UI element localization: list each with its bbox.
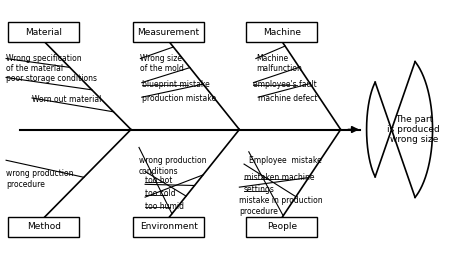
Text: too hot: too hot bbox=[145, 176, 173, 185]
Text: Employee  mistake: Employee mistake bbox=[249, 156, 321, 166]
Text: Wrong specification
of the material: Wrong specification of the material bbox=[6, 54, 82, 73]
Text: production mistake: production mistake bbox=[142, 94, 216, 103]
Text: wrong production
procedure: wrong production procedure bbox=[6, 169, 73, 189]
Text: Environment: Environment bbox=[140, 222, 198, 231]
Text: mistaken machine: mistaken machine bbox=[244, 173, 315, 182]
Text: Machine
malfunction: Machine malfunction bbox=[256, 54, 302, 73]
Text: settings: settings bbox=[244, 185, 275, 194]
Text: The part
is produced
wrong size: The part is produced wrong size bbox=[387, 114, 440, 145]
FancyBboxPatch shape bbox=[9, 217, 79, 237]
Text: Machine: Machine bbox=[263, 28, 301, 37]
Text: poor storage conditions: poor storage conditions bbox=[6, 74, 97, 83]
Text: too humid: too humid bbox=[145, 202, 184, 211]
Text: Material: Material bbox=[25, 28, 62, 37]
FancyBboxPatch shape bbox=[246, 22, 317, 42]
Text: employee's fault: employee's fault bbox=[254, 80, 317, 89]
Text: Measurement: Measurement bbox=[137, 28, 200, 37]
FancyBboxPatch shape bbox=[133, 217, 204, 237]
Text: blueprint mistake: blueprint mistake bbox=[142, 80, 210, 89]
Text: too cold: too cold bbox=[145, 189, 176, 198]
Text: wrong production
conditions: wrong production conditions bbox=[139, 156, 207, 176]
FancyBboxPatch shape bbox=[133, 22, 204, 42]
Text: Worn out material: Worn out material bbox=[32, 95, 101, 104]
Text: People: People bbox=[267, 222, 297, 231]
Text: Method: Method bbox=[27, 222, 61, 231]
FancyBboxPatch shape bbox=[246, 217, 317, 237]
FancyBboxPatch shape bbox=[9, 22, 79, 42]
Text: mistake in production
procedure: mistake in production procedure bbox=[239, 196, 323, 215]
Text: Wrong size
of the mold: Wrong size of the mold bbox=[140, 54, 184, 73]
Text: machine defect: machine defect bbox=[258, 94, 318, 103]
